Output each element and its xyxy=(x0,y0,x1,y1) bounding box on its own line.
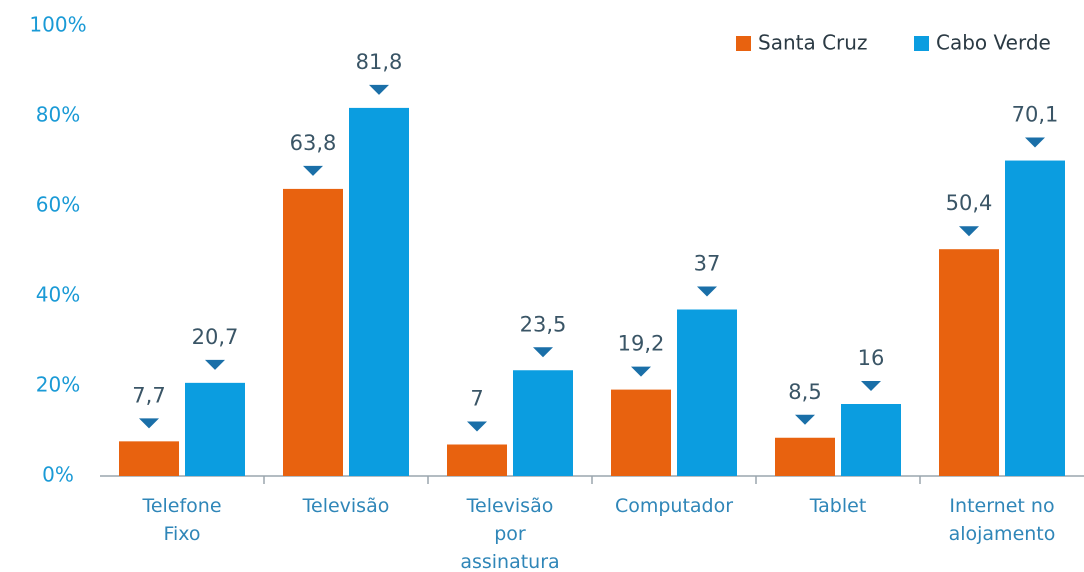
value-pointer xyxy=(205,359,225,370)
value-label: 23,5 xyxy=(520,312,567,336)
bar xyxy=(283,188,343,476)
value-label: 8,5 xyxy=(788,380,821,404)
value-pointer xyxy=(139,418,159,429)
y-tick-label: 80% xyxy=(36,103,80,127)
value-pointer xyxy=(697,286,717,297)
value-label: 37 xyxy=(694,252,721,276)
bar xyxy=(513,370,573,476)
bar xyxy=(841,404,901,476)
value-label: 70,1 xyxy=(1012,103,1059,127)
value-pointer xyxy=(1025,137,1045,148)
legend-label: Cabo Verde xyxy=(936,31,1051,55)
legend-swatch xyxy=(736,36,751,51)
y-tick-label: 60% xyxy=(36,193,80,217)
x-tick-label: Televisão por assinatura xyxy=(460,495,560,572)
bar xyxy=(611,389,671,476)
x-tick-label: Televisão xyxy=(302,495,390,517)
value-label: 63,8 xyxy=(290,131,337,155)
value-label: 81,8 xyxy=(356,50,403,74)
x-tick-label: Telefone Fixo xyxy=(142,495,222,545)
value-pointer xyxy=(861,381,881,391)
bar xyxy=(775,437,835,476)
value-label: 7 xyxy=(470,387,483,411)
legend-label: Santa Cruz xyxy=(758,31,867,55)
value-pointer xyxy=(467,421,487,432)
value-pointer xyxy=(533,347,553,358)
y-tick-label: 100% xyxy=(29,13,86,37)
value-label: 20,7 xyxy=(192,325,239,349)
y-tick-label: 0% xyxy=(42,463,74,487)
value-label: 19,2 xyxy=(618,332,665,356)
value-label: 50,4 xyxy=(946,191,993,215)
bar xyxy=(349,107,409,477)
value-pointer xyxy=(631,366,651,377)
bar xyxy=(447,444,507,476)
value-pointer xyxy=(959,226,979,237)
bar xyxy=(677,309,737,476)
bar xyxy=(185,382,245,476)
value-label: 16 xyxy=(858,346,885,370)
value-label: 7,7 xyxy=(132,383,165,407)
value-pointer xyxy=(369,84,389,95)
x-tick-label: Internet no alojamento xyxy=(948,495,1056,545)
bar xyxy=(119,441,179,476)
value-pointer xyxy=(795,414,815,425)
x-tick-label: Tablet xyxy=(809,495,867,517)
legend-swatch xyxy=(914,36,929,51)
x-tick-label: Computador xyxy=(614,495,734,517)
bar xyxy=(939,249,999,476)
y-tick-label: 20% xyxy=(36,373,80,397)
bar xyxy=(1005,160,1065,477)
value-pointer xyxy=(303,165,323,176)
y-tick-label: 40% xyxy=(36,283,80,307)
